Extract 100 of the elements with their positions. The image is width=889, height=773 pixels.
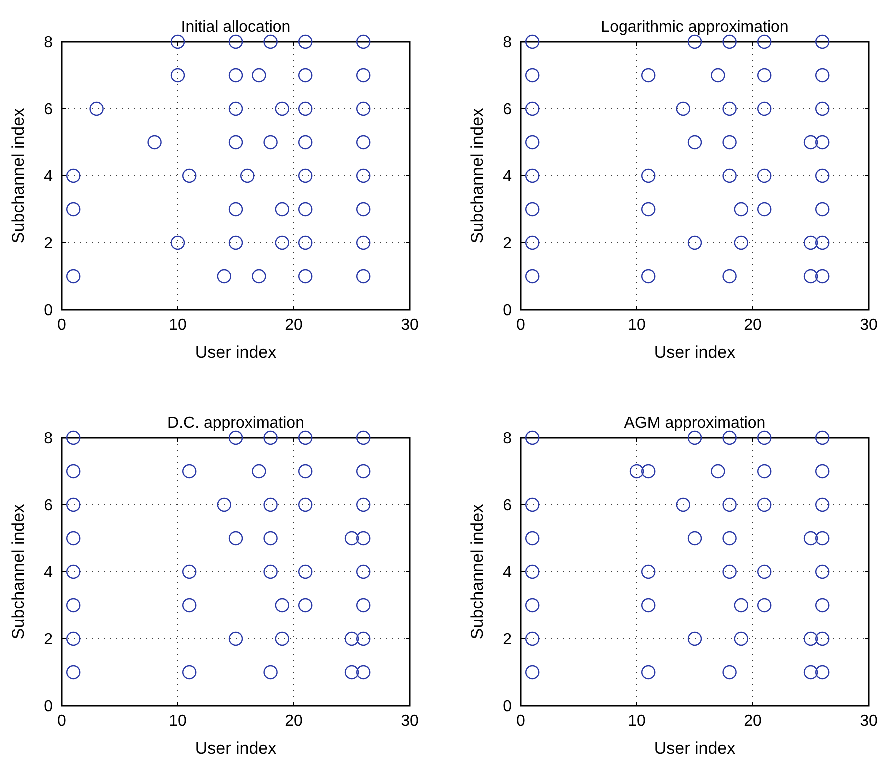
point — [228, 202, 244, 217]
point — [630, 464, 644, 479]
point — [170, 236, 186, 250]
point — [804, 269, 818, 284]
point — [758, 598, 772, 613]
point — [758, 564, 772, 580]
point — [526, 135, 540, 150]
point — [356, 632, 371, 646]
point — [722, 102, 737, 116]
point — [298, 498, 313, 512]
point — [804, 665, 818, 680]
point — [816, 464, 830, 479]
point — [264, 564, 278, 580]
point — [90, 102, 104, 116]
point — [642, 68, 656, 83]
point — [264, 498, 278, 512]
point — [170, 68, 186, 83]
point — [298, 168, 313, 184]
point — [642, 202, 656, 217]
point — [526, 564, 540, 580]
x-tick-label: 30 — [860, 713, 878, 730]
point — [804, 135, 818, 150]
point — [298, 564, 313, 580]
point — [722, 564, 737, 580]
x-axis-title: User index — [195, 739, 278, 758]
x-tick-label: 20 — [744, 713, 762, 730]
y-tick-label: 6 — [503, 498, 512, 514]
point — [275, 236, 290, 250]
y-axis-title: Subchannel index — [9, 504, 28, 640]
point — [758, 464, 772, 479]
point — [275, 102, 290, 116]
point — [816, 564, 830, 580]
x-tick-label: 10 — [169, 317, 187, 334]
point — [816, 135, 830, 150]
point — [526, 498, 540, 512]
y-tick-label: 4 — [44, 564, 54, 582]
y-tick-label: 2 — [503, 236, 512, 252]
point — [217, 269, 232, 284]
point — [816, 202, 830, 217]
point — [217, 498, 232, 512]
point — [526, 102, 540, 116]
point — [170, 34, 186, 50]
point — [228, 531, 244, 546]
point — [356, 531, 371, 546]
point — [264, 430, 278, 446]
x-tick-label: 20 — [744, 317, 762, 334]
point — [275, 598, 290, 613]
point — [734, 202, 748, 217]
point — [240, 168, 255, 184]
point — [816, 498, 830, 512]
point — [356, 430, 371, 446]
y-tick-label: 6 — [44, 498, 54, 514]
point — [356, 498, 371, 512]
point — [816, 531, 830, 546]
y-tick-label: 2 — [503, 632, 512, 648]
point — [642, 269, 656, 284]
point — [734, 632, 748, 646]
point — [711, 464, 726, 479]
y-tick-label: 4 — [503, 168, 512, 186]
point — [298, 135, 313, 150]
point — [298, 236, 313, 250]
y-axis-title: Subchannel index — [468, 504, 487, 640]
point — [356, 564, 371, 580]
point — [526, 202, 540, 217]
point — [66, 168, 81, 184]
point — [356, 598, 371, 613]
y-tick-label: 8 — [503, 34, 512, 52]
point — [275, 202, 290, 217]
point — [804, 632, 818, 646]
point — [526, 531, 540, 546]
point — [804, 236, 818, 250]
point — [66, 464, 81, 479]
x-tick-label: 30 — [860, 317, 878, 334]
point — [722, 430, 737, 446]
point — [356, 202, 371, 217]
point — [642, 665, 656, 680]
point — [722, 665, 737, 680]
x-tick-label: 0 — [58, 317, 67, 334]
point — [228, 632, 244, 646]
point — [688, 531, 702, 546]
point — [526, 34, 540, 50]
point — [264, 34, 278, 50]
y-tick-label: 2 — [44, 236, 54, 252]
point — [688, 430, 702, 446]
x-axis-title: User index — [195, 343, 278, 362]
point — [182, 168, 197, 184]
point — [722, 498, 737, 512]
x-tick-label: 0 — [516, 713, 526, 730]
point — [66, 665, 81, 680]
point — [252, 269, 266, 284]
point — [722, 34, 737, 50]
point — [298, 269, 313, 284]
point — [182, 464, 197, 479]
y-tick-label: 6 — [503, 102, 512, 118]
point — [722, 269, 737, 284]
y-tick-label: 8 — [44, 34, 54, 52]
y-tick-label: 0 — [44, 302, 54, 320]
point — [356, 168, 371, 184]
point — [182, 564, 197, 580]
point — [816, 68, 830, 83]
